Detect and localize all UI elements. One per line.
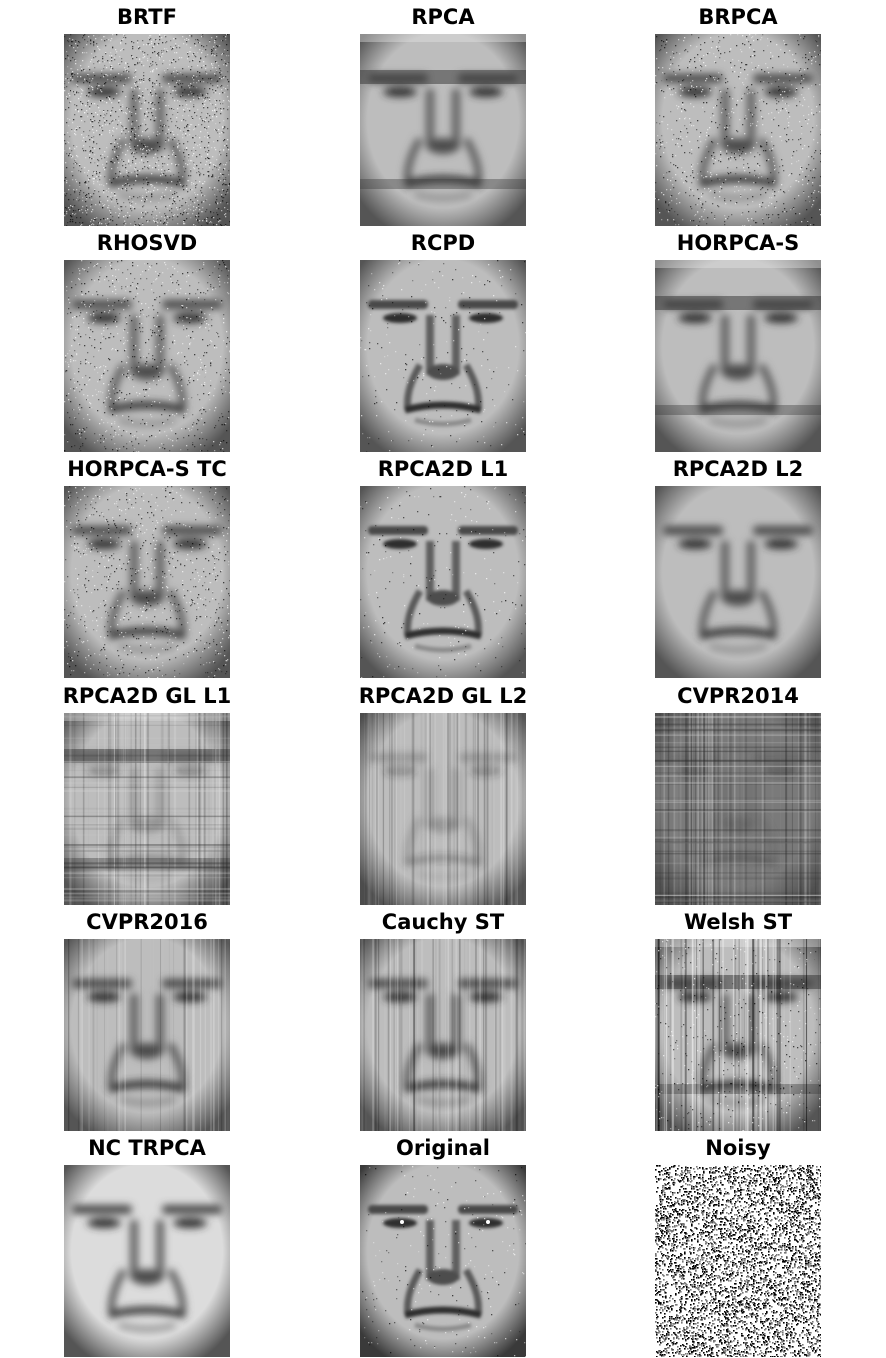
panel-title-rpca: RPCA	[411, 5, 475, 29]
panel-image-nc-trpca	[64, 1165, 230, 1357]
panel-image-rpca2d-gl-l2	[360, 713, 526, 905]
panel-title-horpca-s-tc: HORPCA-S TC	[67, 457, 227, 481]
face-image-noisy	[655, 1165, 821, 1357]
panel-image-welsh-st	[655, 939, 821, 1131]
panel-image-horpca-s	[655, 260, 821, 452]
panel-image-brtf	[64, 34, 230, 226]
face-image-brpca	[655, 34, 821, 226]
panel-title-rcpd: RCPD	[410, 231, 476, 255]
face-image-rhosvd	[64, 260, 230, 452]
panel-title-cvpr2014: CVPR2014	[677, 684, 799, 708]
panel-image-rhosvd	[64, 260, 230, 452]
face-image-rpca2d-l2	[655, 486, 821, 678]
panel-image-rcpd	[360, 260, 526, 452]
panel-title-rpca2d-l1: RPCA2D L1	[377, 457, 509, 481]
panel-title-cvpr2016: CVPR2016	[86, 910, 208, 934]
panel-image-rpca2d-l2	[655, 486, 821, 678]
panel-image-horpca-s-tc	[64, 486, 230, 678]
face-image-rpca2d-gl-l2	[360, 713, 526, 905]
face-image-cvpr2014	[655, 713, 821, 905]
panel-image-rpca2d-l1	[360, 486, 526, 678]
panel-title-brtf: BRTF	[117, 5, 177, 29]
face-image-nc-trpca	[64, 1165, 230, 1357]
panel-image-rpca2d-gl-l1	[64, 713, 230, 905]
panel-image-rpca	[360, 34, 526, 226]
face-image-brtf	[64, 34, 230, 226]
panel-title-horpca-s: HORPCA-S	[676, 231, 800, 255]
face-image-horpca-s	[655, 260, 821, 452]
panel-title-rpca2d-gl-l2: RPCA2D GL L2	[358, 684, 528, 708]
panel-title-noisy: Noisy	[705, 1136, 771, 1160]
panel-image-brpca	[655, 34, 821, 226]
face-image-rcpd	[360, 260, 526, 452]
panel-title-welsh-st: Welsh ST	[683, 910, 793, 934]
face-image-original	[360, 1165, 526, 1357]
panel-title-cauchy-st: Cauchy ST	[381, 910, 505, 934]
panel-title-nc-trpca: NC TRPCA	[88, 1136, 206, 1160]
panel-title-original: Original	[396, 1136, 490, 1160]
face-image-rpca2d-gl-l1	[64, 713, 230, 905]
panel-title-brpca: BRPCA	[698, 5, 778, 29]
panel-title-rhosvd: RHOSVD	[96, 231, 198, 255]
panel-image-original	[360, 1165, 526, 1357]
face-image-welsh-st	[655, 939, 821, 1131]
face-image-rpca2d-l1	[360, 486, 526, 678]
panel-image-cvpr2016	[64, 939, 230, 1131]
panel-title-rpca2d-gl-l1: RPCA2D GL L1	[62, 684, 232, 708]
face-image-cauchy-st	[360, 939, 526, 1131]
face-image-cvpr2016	[64, 939, 230, 1131]
panel-image-noisy	[655, 1165, 821, 1357]
face-image-horpca-s-tc	[64, 486, 230, 678]
panel-image-cvpr2014	[655, 713, 821, 905]
panel-title-rpca2d-l2: RPCA2D L2	[672, 457, 804, 481]
panel-image-cauchy-st	[360, 939, 526, 1131]
face-image-rpca	[360, 34, 526, 226]
